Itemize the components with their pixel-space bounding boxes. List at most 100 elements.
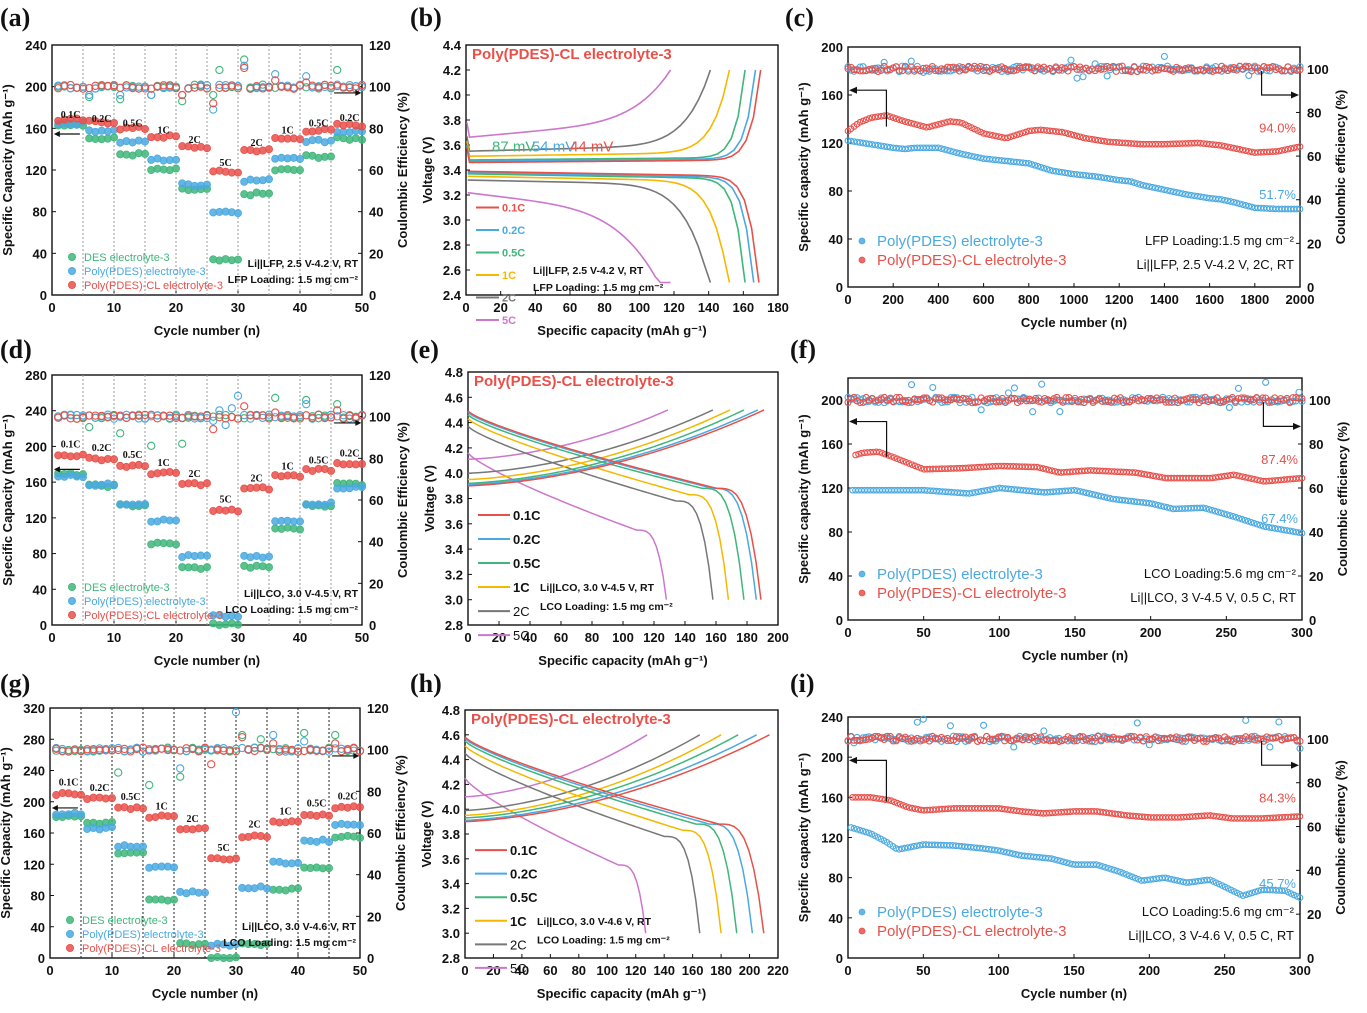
capacity-point <box>904 119 912 126</box>
arrowhead-icon <box>849 756 857 764</box>
ce-point <box>66 411 75 420</box>
capacity-point <box>1179 190 1186 197</box>
capacity-point <box>1280 526 1288 534</box>
y-tick-label: 0 <box>40 618 47 633</box>
capacity-point <box>1058 168 1066 176</box>
discharge-curve <box>467 452 668 600</box>
capacity-point <box>77 810 86 819</box>
capacity-point <box>1060 858 1067 866</box>
x-axis-label: Cycle number (n) <box>1022 648 1128 663</box>
panel-label: (d) <box>0 335 32 364</box>
y-tick-label: 120 <box>23 857 45 872</box>
capacity-point <box>1268 524 1276 532</box>
y-right-tick-label: 100 <box>367 743 389 758</box>
ce-point <box>89 745 98 754</box>
ce-point <box>277 413 286 423</box>
capacity-point <box>1130 179 1138 186</box>
ce-point <box>865 735 873 743</box>
capacity-point <box>295 525 304 534</box>
capacity-point <box>1139 181 1147 189</box>
x-tick-label: 0 <box>464 630 471 645</box>
capacity-point <box>896 800 904 808</box>
y-tick-label: 120 <box>25 163 47 178</box>
ce-point <box>116 90 125 100</box>
capacity-point <box>233 612 242 621</box>
capacity-point <box>1000 848 1008 856</box>
capacity-point <box>326 466 335 475</box>
x-tick-label: 400 <box>928 292 950 307</box>
capacity-point <box>1067 131 1075 138</box>
discharge-curve <box>467 170 760 283</box>
ce-point <box>1104 398 1112 406</box>
ce-point <box>931 67 939 75</box>
ce-point <box>300 737 309 746</box>
capacity-point <box>1218 142 1226 149</box>
rate-label: 5C <box>217 843 229 854</box>
capacity-point <box>1230 471 1237 479</box>
capacity-point <box>893 455 901 463</box>
capacity-point <box>202 144 211 153</box>
capacity-point <box>847 824 855 831</box>
capacity-point <box>856 139 864 146</box>
capacity-point <box>895 845 903 853</box>
capacity-point <box>1079 134 1087 141</box>
capacity-point <box>862 140 870 147</box>
ce-point <box>275 747 284 756</box>
panel-g: (g)0 10 20 30 40 5004080120160200240280320Cyc… <box>0 669 408 1001</box>
ce-point <box>66 414 75 423</box>
ce-point <box>1127 732 1135 741</box>
capacity-point <box>171 155 180 164</box>
y-right-tick-label: 20 <box>1309 569 1323 584</box>
ce-point <box>120 746 129 756</box>
capacity-point <box>1286 527 1294 535</box>
capacity-point <box>1278 887 1286 894</box>
ce-point <box>70 745 79 754</box>
capacity-point <box>1194 192 1201 200</box>
ce-point <box>78 411 88 420</box>
rate-label: 0.5C <box>309 455 329 466</box>
ce-point <box>1242 716 1250 724</box>
x-axis-label: Cycle number (n) <box>1021 986 1127 1001</box>
rate-label: 0.2C <box>340 448 360 459</box>
ce-point <box>1180 396 1188 404</box>
rate-label: 0.5C <box>123 450 143 461</box>
capacity-point <box>1106 175 1114 183</box>
capacity-point <box>859 117 867 125</box>
legend-label: 1C <box>502 270 516 282</box>
ce-point <box>1259 394 1267 402</box>
loading-annotation: LFP Loading: 1.5 mg cm⁻² <box>228 274 359 286</box>
capacity-point <box>264 189 273 198</box>
capacity-point <box>892 115 900 122</box>
capacity-point <box>171 516 180 525</box>
x-tick-label: 60 <box>563 300 577 315</box>
ce-point <box>72 414 81 423</box>
y-axis-label: Voltage (V) <box>420 137 435 204</box>
capacity-point <box>956 119 963 126</box>
y-tick-label: 4.2 <box>443 63 461 78</box>
ce-point <box>145 746 154 755</box>
panel-label: (g) <box>0 669 30 698</box>
capacity-point <box>883 112 891 119</box>
ce-point <box>333 81 342 91</box>
capacity-point <box>980 130 987 137</box>
ce-point <box>231 744 241 754</box>
capacity-point <box>880 143 888 150</box>
ce-point <box>919 715 927 723</box>
x-tick-label: 50 <box>916 963 930 978</box>
capacity-point <box>941 146 948 153</box>
ce-point <box>874 396 882 404</box>
y-tick-label: 3.6 <box>445 517 463 532</box>
capacity-point <box>1126 872 1133 880</box>
capacity-point <box>171 132 180 141</box>
capacity-point <box>1230 198 1238 206</box>
ce-point <box>202 84 212 93</box>
ce-point <box>293 747 303 756</box>
ce-point <box>1200 737 1208 745</box>
ce-point <box>959 394 967 403</box>
capacity-point <box>856 118 864 126</box>
ce-point <box>343 745 352 754</box>
x-tick-label: 200 <box>1138 963 1160 978</box>
x-tick-label: 220 <box>767 963 789 978</box>
legend-marker <box>66 930 75 939</box>
ce-point <box>312 746 321 755</box>
